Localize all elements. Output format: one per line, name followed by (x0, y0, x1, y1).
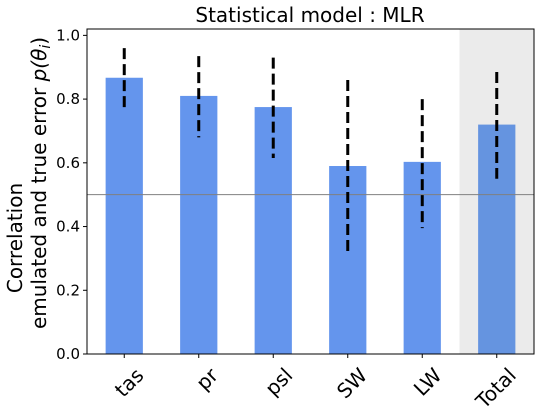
y-axis-label-math-close: ) (27, 37, 51, 45)
x-tick-label-tas: tas (110, 363, 149, 402)
y-tick-label: 0.6 (56, 154, 80, 172)
chart-title: Statistical model : MLR (195, 3, 424, 27)
y-tick-label: 0.0 (56, 345, 80, 363)
bar-pr (180, 95, 218, 354)
y-tick-label: 0.2 (56, 281, 80, 299)
y-tick-label: 1.0 (56, 26, 80, 44)
y-axis-label-line1: Correlation (3, 183, 27, 293)
y-axis-label-math-sub: i (38, 45, 54, 49)
x-tick-label-psl: psl (260, 363, 297, 400)
x-tick-label-lw: LW (409, 363, 447, 401)
y-axis-label: Correlation emulated and true error p(θi… (3, 37, 54, 329)
y-tick-label: 0.4 (56, 218, 80, 236)
bar-tas (105, 77, 143, 354)
y-axis-label-math: p(θ (27, 49, 51, 83)
y-axis-label-line2-text: emulated and true error (27, 81, 51, 329)
plot-area: 0.0 0.2 0.4 0.6 0.8 1.0 tas pr psl SW LW Total (56, 26, 535, 414)
bar-lw (403, 161, 441, 354)
x-tick-label-total: Total (470, 363, 521, 414)
y-axis-label-line2: emulated and true error p(θi) (27, 37, 54, 329)
plot-frame (86, 28, 535, 355)
x-tick-label-pr: pr (191, 363, 223, 395)
x-tick-label-sw: SW (332, 363, 372, 403)
y-tick-label: 0.8 (56, 90, 80, 108)
